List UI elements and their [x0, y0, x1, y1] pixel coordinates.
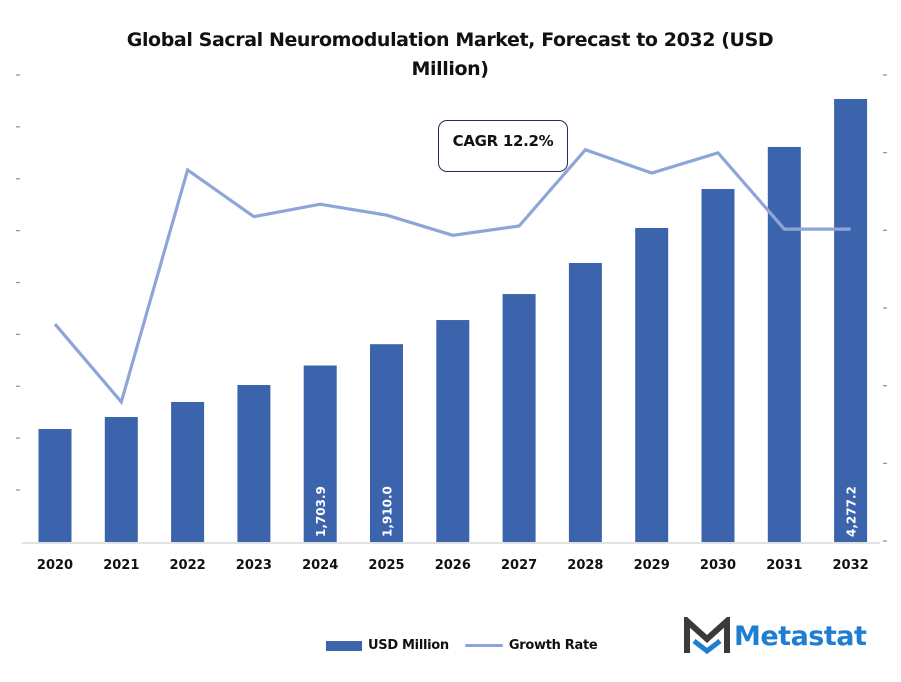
x-tick-label-2032: 2032	[833, 558, 869, 573]
x-tick-label-2031: 2031	[766, 558, 802, 573]
chart-title-line-2: Million)	[411, 58, 489, 80]
bar-2024	[303, 365, 337, 542]
x-tick-label-2029: 2029	[634, 558, 670, 573]
legend-label-growth-rate: Growth Rate	[508, 638, 598, 653]
right-axis-ticks	[883, 74, 887, 542]
bar-2023	[237, 384, 271, 542]
left-axis-ticks	[16, 74, 20, 491]
bar-data-label-2024: 1,703.9	[314, 486, 328, 537]
x-tick-label-2025: 2025	[368, 558, 404, 573]
x-tick-label-2024: 2024	[302, 558, 338, 573]
cagr-annotation-text: CAGR 12.2%	[452, 132, 554, 150]
bar-2021	[104, 416, 138, 542]
legend-swatch-growth-rate	[464, 644, 503, 647]
bar-2022	[171, 401, 205, 542]
bar-data-labels: 1,703.9 1,910.0 4,277.2	[314, 486, 858, 537]
x-tick-label-2030: 2030	[700, 558, 736, 573]
x-axis-tick-labels: 2020 2021 2022 2023 2024 2025 2026 2027 2028 2029…	[37, 558, 869, 573]
bar-2029	[635, 227, 669, 542]
chart-title-line-1: Global Sacral Neuromodulation Market, Fo…	[126, 29, 774, 51]
x-tick-label-2020: 2020	[37, 558, 73, 573]
bar-data-label-2025: 1,910.0	[381, 486, 395, 537]
bar-2027	[502, 294, 536, 542]
x-tick-label-2026: 2026	[435, 558, 471, 573]
bar-2032	[834, 98, 868, 543]
bar-2026	[436, 320, 470, 542]
bar-2020	[38, 429, 72, 542]
legend-label-usd-million: USD Million	[368, 638, 449, 653]
bar-2031	[767, 146, 801, 543]
chart-title: Global Sacral Neuromodulation Market, Fo…	[120, 26, 780, 84]
bar-2028	[568, 262, 602, 542]
bar-2025	[370, 344, 403, 542]
metastat-logo: Metastat	[684, 617, 867, 655]
bar-2030	[701, 189, 735, 542]
metastat-m-icon	[684, 617, 730, 655]
line-series-growth-rate	[53, 147, 851, 406]
x-tick-label-2022: 2022	[170, 558, 206, 573]
legend: USD Million Growth Rate	[326, 638, 598, 653]
x-tick-label-2027: 2027	[501, 558, 537, 573]
metastat-logo-text: Metastat	[734, 620, 867, 652]
x-tick-label-2028: 2028	[567, 558, 603, 573]
bar-series-usd-million	[38, 98, 868, 543]
bar-data-label-2032: 4,277.2	[845, 486, 859, 537]
legend-swatch-usd-million	[326, 640, 362, 651]
x-tick-label-2023: 2023	[236, 558, 272, 573]
x-tick-label-2021: 2021	[103, 558, 139, 573]
cagr-annotation: CAGR 12.2%	[438, 120, 568, 172]
